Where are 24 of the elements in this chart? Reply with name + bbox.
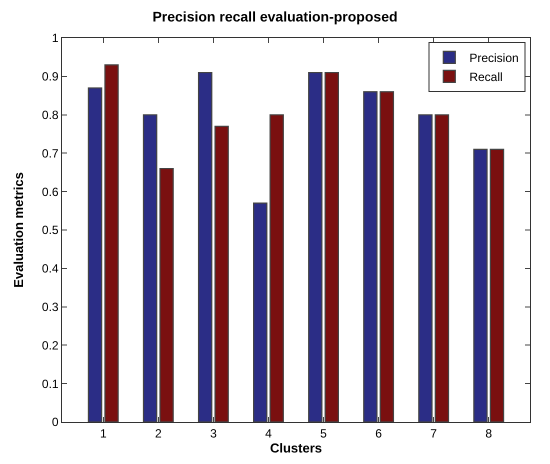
legend-label: Recall: [469, 70, 503, 84]
x-tick-label: 8: [485, 426, 492, 440]
x-tick-label: 5: [320, 426, 328, 440]
chart-title: Precision recall evaluation-proposed: [152, 8, 398, 24]
y-tick-label: 0.5: [42, 223, 59, 238]
y-tick-label: 0: [52, 415, 59, 430]
x-tick-label: 3: [210, 426, 218, 440]
y-tick-label: 0.4: [42, 262, 59, 276]
x-tick-label: 6: [375, 426, 382, 440]
x-tick-label: 4: [265, 426, 272, 440]
x-axis-title: Clusters: [270, 440, 322, 456]
y-tick-label: 0.3: [42, 300, 59, 314]
legend-label: Precision: [469, 51, 519, 66]
x-tick-label: 1: [100, 426, 107, 440]
x-tick-label: 7: [430, 426, 438, 440]
y-axis-title: Evaluation metrics: [10, 172, 26, 288]
y-tick-label: 0.6: [42, 184, 59, 199]
y-tick-label: 0.8: [42, 108, 59, 122]
y-tick-label: 0.7: [42, 146, 59, 160]
y-tick-label: 0.9: [42, 70, 59, 84]
x-tick-label: 2: [155, 426, 162, 440]
y-tick-label: 1: [52, 31, 59, 46]
y-tick-label: 0.2: [42, 338, 59, 352]
y-tick-label: 0.1: [42, 376, 59, 391]
